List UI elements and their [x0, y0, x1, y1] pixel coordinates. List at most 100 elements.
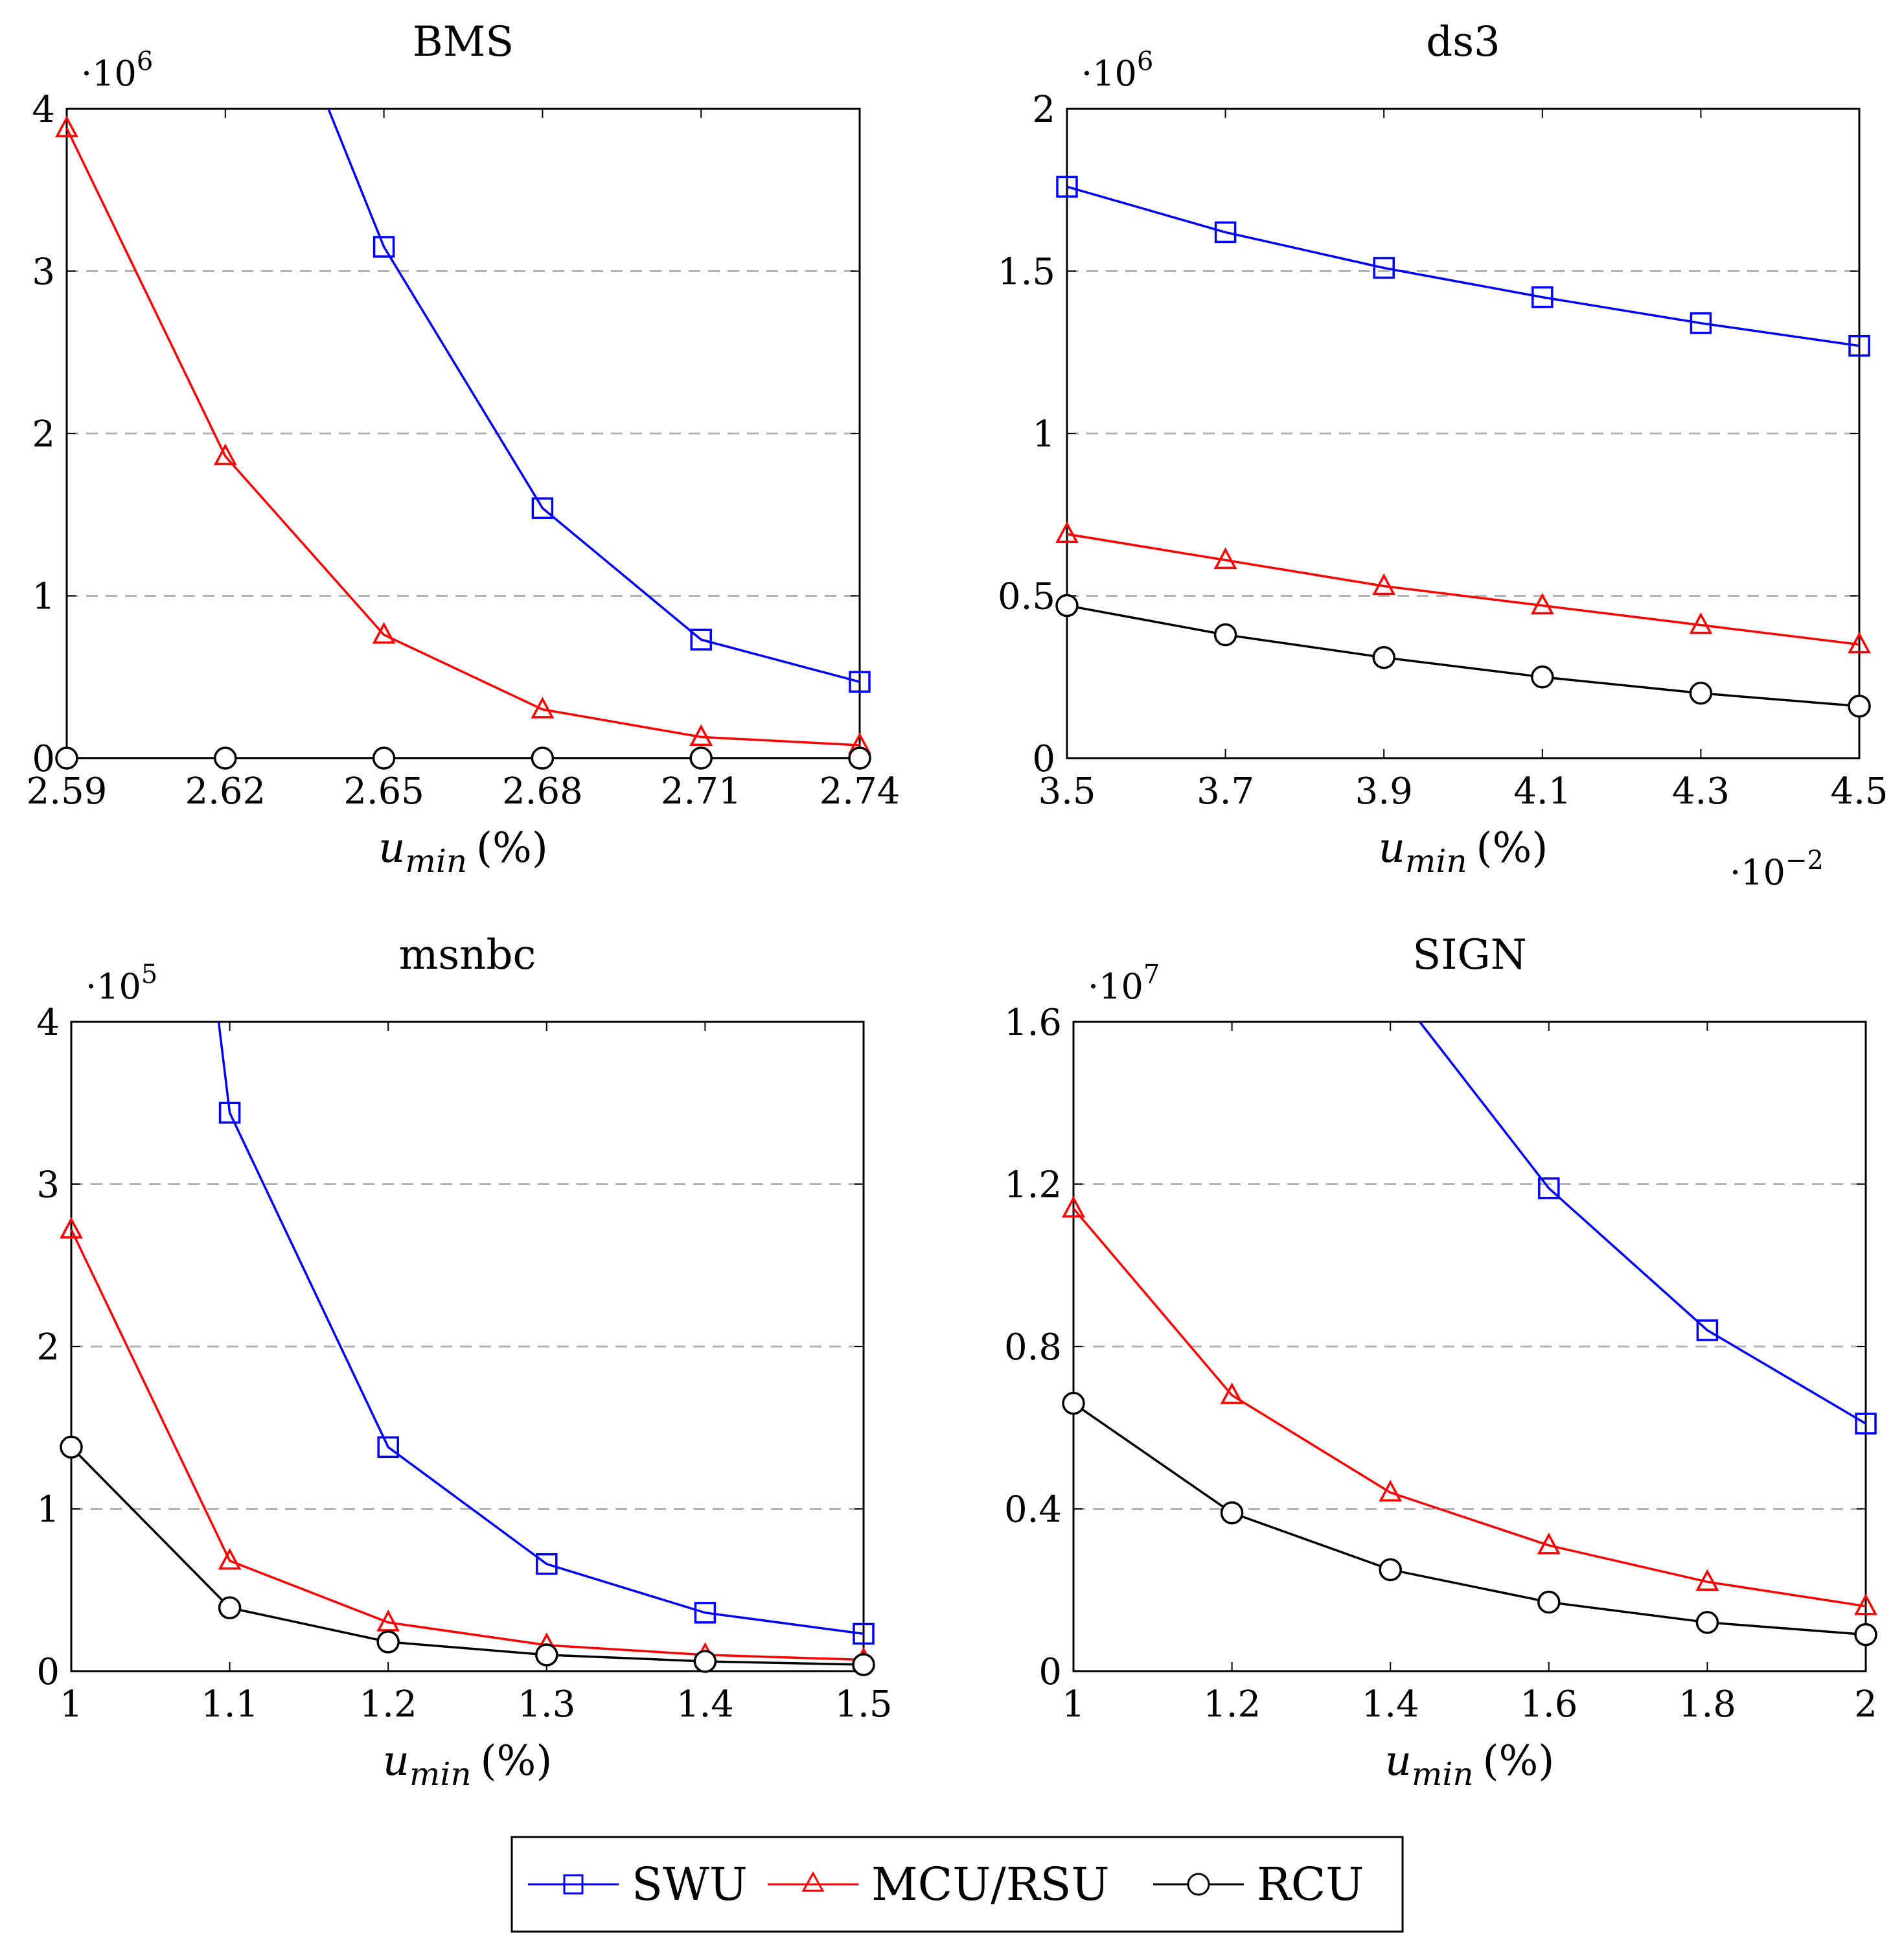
- data-point-circle: [1689, 682, 1713, 705]
- grid-lines: [66, 108, 860, 759]
- data-point-triangle: [1220, 1382, 1244, 1404]
- data-point-circle: [1854, 1623, 1877, 1647]
- series-layer: [60, 1021, 875, 1676]
- x-tick-label: 4.1: [1513, 770, 1571, 813]
- data-point-circle: [372, 746, 396, 770]
- data-point-square: [1373, 257, 1395, 279]
- data-point-triangle: [689, 724, 713, 746]
- data-point-circle: [55, 746, 78, 770]
- data-point-circle: [1379, 1558, 1402, 1582]
- y-multiplier-exponent: 7: [1143, 960, 1160, 989]
- y-multiplier-exponent: 6: [1137, 47, 1153, 76]
- data-point-square: [694, 1602, 717, 1624]
- data-point-triangle: [531, 697, 555, 719]
- y-multiplier: ·105: [86, 960, 157, 1007]
- y-tick-label: 4: [32, 89, 55, 131]
- y-tick-label: 0: [36, 1651, 60, 1693]
- x-label-subscript: min: [1405, 842, 1467, 880]
- chart-panel-sign: 0 0.4 0.8 1.2 1.6 1 1.2 1.4 1.6 1.8 2 SIGN ·107 u…: [1004, 931, 1877, 1793]
- x-axis-label: umin (%): [1385, 1737, 1555, 1793]
- data-point-triangle: [213, 443, 237, 465]
- y-tick-label: 4: [36, 1002, 60, 1044]
- grid-lines: [1073, 1021, 1866, 1672]
- data-point-triangle: [1062, 1196, 1085, 1218]
- x-label-unit: (%): [1476, 824, 1548, 872]
- data-point-circle: [1695, 1611, 1719, 1634]
- series-line: [1419, 1021, 1866, 1425]
- x-multiplier: ·10−2: [1730, 846, 1824, 893]
- y-tick-labels: 0 0.5 1 1.5 2: [998, 89, 1055, 780]
- data-point-triangle: [1695, 1569, 1719, 1591]
- data-point-square: [1531, 286, 1554, 308]
- data-point-circle: [1848, 695, 1871, 718]
- x-multiplier-base: ·10: [1730, 852, 1785, 893]
- data-point-circle: [531, 746, 555, 770]
- series-swu: [1419, 1021, 1877, 1435]
- series-line: [66, 128, 860, 746]
- x-label-unit: (%): [476, 824, 548, 872]
- data-point-triangle: [60, 1216, 83, 1239]
- data-point-square: [1056, 176, 1078, 198]
- data-point-triangle: [1055, 521, 1079, 544]
- series-line: [1066, 604, 1860, 708]
- y-tick-label: 0.4: [1004, 1489, 1062, 1531]
- series-line: [71, 1446, 864, 1666]
- data-point-square: [1538, 1177, 1560, 1199]
- y-multiplier-base: ·10: [81, 53, 137, 94]
- x-tick-label: 1: [60, 1683, 83, 1726]
- data-point-square: [1214, 221, 1237, 244]
- x-tick-label: 1.5: [834, 1683, 892, 1726]
- data-point-square: [531, 497, 554, 519]
- series-line: [1066, 533, 1860, 646]
- data-point-square: [536, 1553, 558, 1575]
- x-label-unit: (%): [1483, 1737, 1555, 1785]
- x-axis-label: umin (%): [383, 1737, 553, 1793]
- series-layer: [1055, 176, 1871, 718]
- x-tick-label: 1.2: [1203, 1683, 1261, 1726]
- x-label-subscript: min: [405, 842, 467, 880]
- data-point-square: [1848, 334, 1870, 357]
- x-label-symbol: u: [1379, 824, 1405, 872]
- y-tick-labels: 0 0.4 0.8 1.2 1.6: [1004, 1002, 1062, 1693]
- circle-marker: [1187, 1873, 1210, 1896]
- data-point-square: [853, 1623, 875, 1645]
- x-multiplier-exponent: −2: [1785, 846, 1824, 875]
- data-point-triangle: [1372, 573, 1396, 595]
- series-rcu: [60, 1435, 875, 1676]
- legend-box: [510, 1836, 1404, 1933]
- series-mcu-rsu: [60, 1216, 875, 1669]
- data-point-circle: [1062, 1391, 1085, 1415]
- y-multiplier-base: ·10: [1081, 53, 1137, 94]
- series-rcu: [1062, 1391, 1877, 1647]
- y-multiplier-exponent: 5: [141, 960, 157, 989]
- x-tick-label: 2: [1854, 1683, 1877, 1726]
- legend-entry-mcu-rsu: MCU/RSU: [768, 1858, 1109, 1911]
- y-tick-label: 3: [36, 1164, 60, 1207]
- triangle-marker: [801, 1871, 825, 1892]
- y-tick-label: 1.5: [998, 251, 1055, 294]
- x-tick-label: 2.62: [185, 770, 266, 813]
- chart-title: SIGN: [1412, 931, 1526, 979]
- data-point-circle: [1537, 1590, 1561, 1614]
- data-point-circle: [60, 1435, 83, 1459]
- y-tick-label: 0: [1038, 1651, 1062, 1693]
- data-point-square: [1690, 312, 1712, 334]
- series-rcu: [1055, 594, 1871, 718]
- legend-label-mcu-rsu: MCU/RSU: [871, 1858, 1109, 1911]
- x-tick-label: 1.1: [201, 1683, 258, 1726]
- x-tick-labels: 1 1.1 1.2 1.3 1.4 1.5: [60, 1683, 892, 1726]
- data-point-triangle: [1537, 1532, 1561, 1554]
- data-point-triangle: [218, 1547, 242, 1570]
- data-point-circle: [214, 746, 237, 770]
- y-tick-label: 1.6: [1004, 1002, 1062, 1044]
- data-point-triangle: [372, 621, 396, 644]
- y-tick-labels: 0 1 2 3 4: [36, 1002, 60, 1693]
- series-swu: [1056, 176, 1870, 357]
- y-multiplier: ·107: [1088, 960, 1160, 1007]
- y-tick-label: 1.2: [1004, 1164, 1062, 1207]
- x-tick-label: 2.71: [661, 770, 742, 813]
- x-label-unit: (%): [481, 1737, 553, 1785]
